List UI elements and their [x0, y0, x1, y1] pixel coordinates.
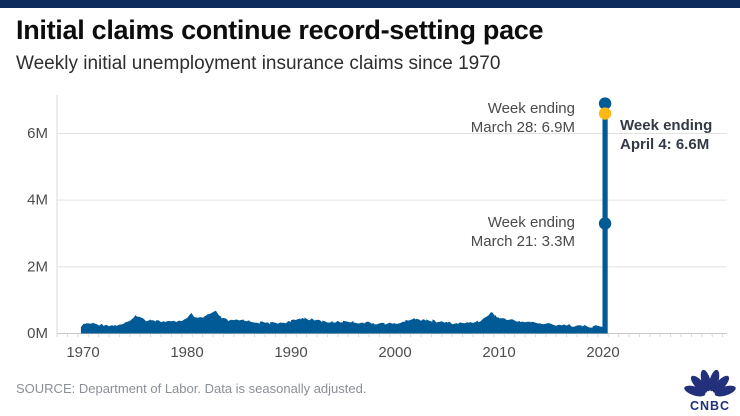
peacock-feather [714, 385, 736, 397]
peacock-feather [712, 375, 730, 393]
annotation-line: Week ending [487, 214, 575, 231]
page-subtitle: Weekly initial unemployment insurance cl… [16, 53, 501, 74]
claims-area-series [80, 310, 605, 334]
x-axis-label: 1980 [170, 344, 203, 361]
annotation-value: March 28: 6.9M [470, 119, 575, 136]
data-point-week-ending-march-21 [598, 217, 612, 230]
peacock-feather [684, 385, 706, 397]
x-axis-label: 2000 [378, 344, 411, 361]
spike-bar-2020 [602, 103, 608, 334]
y-axis-label: 0M [27, 325, 48, 342]
page-title: Initial claims continue record-setting p… [16, 15, 544, 45]
peacock-icon [684, 369, 736, 397]
annotation-line: Week ending [487, 100, 575, 117]
annotation-value: April 4: 6.6M [620, 136, 710, 153]
y-axis-label: 4M [27, 192, 48, 209]
data-point-week-ending-march-28 [598, 97, 612, 110]
y-axis-label: 2M [27, 258, 48, 275]
x-axis-label: 1990 [274, 344, 307, 361]
source-note: SOURCE: Department of Labor. Data is sea… [16, 381, 367, 396]
x-axis-label: 1970 [66, 344, 99, 361]
brand-top-bar [0, 0, 740, 8]
cnbc-logo: CNBC [684, 369, 736, 413]
logo-wordmark: CNBC [690, 399, 730, 413]
annotation-value: March 21: 3.3M [470, 233, 575, 250]
data-point-week-ending-april-4 [598, 107, 612, 120]
annotation-march-28: Week ending March 28: 6.9M [471, 99, 575, 137]
y-axis-label: 6M [27, 125, 48, 142]
annotation-march-21: Week ending March 21: 3.3M [471, 213, 575, 251]
x-axis-label: 2020 [586, 344, 619, 361]
peacock-feather [700, 369, 711, 392]
annotation-april-4: Week ending April 4: 6.6M [620, 116, 712, 154]
annotation-line: Week ending [620, 117, 713, 134]
peacock-feather [690, 375, 708, 393]
x-axis-label: 2010 [482, 344, 515, 361]
